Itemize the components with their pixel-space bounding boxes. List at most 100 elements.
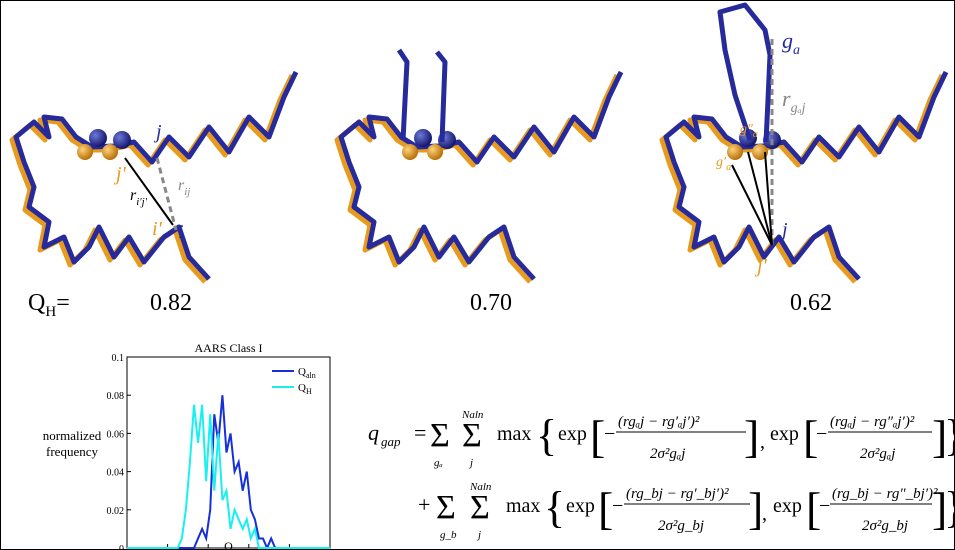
equation-term: ] [748, 483, 763, 534]
equation-term: 2σ²gₐj [650, 446, 685, 462]
label: i' [152, 218, 163, 240]
y-axis-label: normalized [43, 428, 102, 443]
arrow [731, 164, 773, 246]
equation-term: max [497, 423, 531, 445]
q-value: 0.62 [790, 290, 832, 316]
equation-term: [ [598, 483, 613, 534]
legend-label: QH [298, 382, 312, 396]
equation-term: exp [558, 423, 587, 445]
label: = [56, 290, 70, 316]
label: i'j' [136, 196, 147, 208]
structure-2 [337, 48, 621, 282]
equation-term: } [944, 483, 955, 532]
equation-term: j [468, 457, 473, 469]
equation-term: [ [803, 411, 818, 462]
series-line [127, 395, 330, 550]
equation-term: + [418, 492, 430, 517]
arrow [155, 157, 178, 231]
equation-term: − [604, 423, 615, 445]
equation-term: (rgₐj − rg′ₐj′)² [618, 414, 700, 430]
chart-title: AARS Class I [194, 341, 262, 355]
label: Q [28, 290, 45, 316]
equation-term: exp [773, 495, 802, 517]
equation-term: − [816, 423, 827, 445]
label: g″ [740, 122, 753, 137]
label: a [726, 162, 731, 173]
label: ga [782, 28, 800, 58]
equation-term: , [760, 431, 765, 453]
label: rij [178, 177, 190, 198]
label: rgₐj [782, 86, 806, 116]
equation-term: (rgₐj − rg″ₐj′)² [830, 414, 915, 430]
equation-term: } [944, 411, 955, 460]
y-tick-label: 0.04 [107, 468, 125, 479]
equation-term: Σ [430, 417, 450, 454]
equation-term: g_b [440, 529, 457, 541]
equation-term: Σ [462, 417, 482, 454]
equation-term: ] [932, 483, 947, 534]
equation-term: exp [770, 423, 799, 445]
q-value: 0.70 [470, 290, 512, 316]
label: a [793, 43, 800, 58]
equation-term: max [506, 495, 540, 517]
equation-term: 2σ²gₐj [860, 446, 895, 462]
legend-label-main: Q [298, 382, 306, 394]
equation-term: , [762, 503, 767, 525]
label: gₐj [791, 101, 806, 116]
equation-term: − [612, 495, 623, 517]
label: g″a [740, 122, 758, 140]
label: i [178, 221, 184, 243]
equation-term: [ [806, 483, 821, 534]
structure-3 [662, 2, 946, 282]
equation-term: (rg_bj − rg″_bj′)² [832, 486, 938, 502]
equation-term: 2σ²g_bj [658, 518, 704, 534]
equation-term: q [368, 420, 379, 445]
label: ij [184, 186, 190, 198]
label: j [779, 219, 788, 241]
equation-term: − [819, 495, 830, 517]
arrow [764, 151, 773, 246]
y-tick-label: 0.06 [107, 429, 125, 440]
label: r [782, 86, 791, 111]
equation-term: gₐ [434, 457, 443, 469]
equation-term: Naln [469, 481, 492, 493]
arrow [124, 157, 174, 226]
y-tick-label: 0 [119, 544, 124, 550]
label: a [753, 129, 758, 140]
label: g′a [716, 155, 731, 173]
y-axis-label: frequency [46, 444, 98, 459]
label: g [782, 28, 793, 53]
legend-label-main: Q [298, 366, 306, 378]
legend-label-sub: H [306, 387, 312, 396]
q-value: 0.82 [150, 290, 192, 316]
label: j [153, 121, 162, 143]
label: r [178, 177, 185, 194]
label: g′ [716, 155, 727, 170]
label: ri'j' [130, 187, 148, 208]
equation-term: ] [932, 411, 947, 462]
legend-label: Qaln [298, 366, 316, 380]
qh-label: QH= [28, 290, 70, 320]
x-axis-label: Q [224, 539, 233, 550]
equation-term: j [476, 529, 481, 541]
legend-label-sub: aln [306, 371, 316, 380]
label: j' [754, 255, 768, 277]
equation-term: Naln [461, 409, 484, 421]
y-tick-label: 0.02 [107, 506, 125, 517]
y-tick-label: 0.1 [112, 353, 125, 364]
label: r [130, 187, 137, 204]
equation-term: ] [744, 411, 759, 462]
equation-term: exp [566, 495, 595, 517]
label: H [45, 304, 56, 320]
equation-term: [ [590, 411, 605, 462]
equation-term: Σ [436, 489, 456, 526]
equation-term: = [414, 420, 426, 445]
equation-term: { [536, 411, 557, 460]
arrow [747, 151, 773, 246]
label: j' [113, 163, 127, 185]
series-line [127, 404, 330, 549]
equation-term: (rg_bj − rg′_bj′)² [626, 486, 729, 502]
